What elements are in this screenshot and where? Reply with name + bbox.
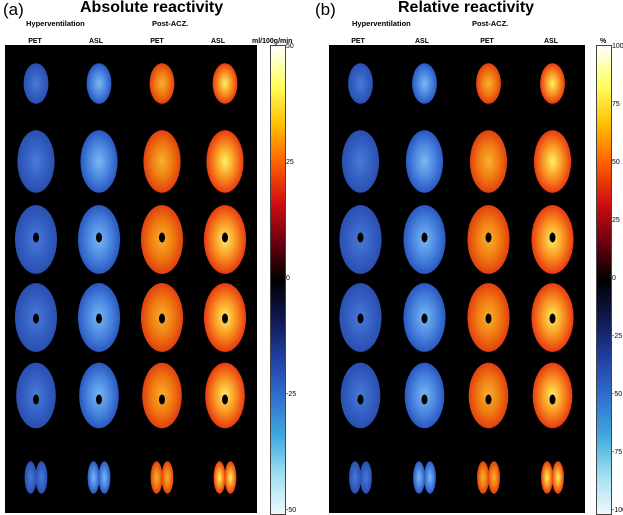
condition-label-hyperventilation: Hyperventilation [26,19,85,28]
brain-slice [521,123,584,200]
colorbar-tick-label: -75 [612,449,623,456]
colorbar-tick-label: 25 [612,217,620,224]
brain-slice [68,201,130,278]
brain-slice [521,279,584,356]
panel-relative-reactivity: (b) Relative reactivity Hyperventilation… [312,0,623,515]
brain-slice [393,123,456,200]
panel-title: Relative reactivity [398,0,535,16]
colorbar-tick-label: 50 [612,159,620,166]
brain-slice [457,45,520,122]
brain-slice [329,357,392,434]
colorbar-tick-label: 75 [612,101,620,108]
brain-slice [68,435,130,512]
brain-slice [329,279,392,356]
column-header: ASL [415,38,429,45]
brain-slice [194,279,256,356]
brain-slice [521,357,584,434]
brain-slice [393,201,456,278]
brain-slice [457,201,520,278]
colorbar-unit: ml/100g/min [252,38,293,45]
colorbar [596,45,612,515]
brain-slice [393,45,456,122]
colorbar [270,45,286,515]
brain-slice [457,279,520,356]
colorbar-tick-label: 100 [612,43,623,50]
brain-slice [131,45,193,122]
brain-slice [393,279,456,356]
brain-slice [5,201,67,278]
brain-slice [5,123,67,200]
brain-slice [68,279,130,356]
brain-slice [521,201,584,278]
panel-absolute-reactivity: (a) Absolute reactivity Hyperventilation… [3,0,297,515]
column-header: ASL [89,38,103,45]
brain-slice [68,123,130,200]
colorbar-tick-label: 50 [286,43,294,50]
brain-slice [5,357,67,434]
panel-tag: (b) [315,0,336,19]
colorbar-tick-label: -25 [286,391,297,398]
brain-slice [521,45,584,122]
colorbar-tick-label: -50 [286,507,297,514]
brain-slice [194,201,256,278]
brain-slice [5,279,67,356]
colorbar-tick-label: 0 [612,275,616,282]
brain-slice [131,279,193,356]
colorbar-tick-label: -50 [612,391,623,398]
brain-slice [194,45,256,122]
brain-slice [131,435,193,512]
brain-slice [329,201,392,278]
brain-slice [194,123,256,200]
brain-slice [329,435,392,512]
brain-slice [521,435,584,512]
condition-label-post-acz: Post-ACZ. [472,19,509,28]
colorbar-tick-label: 0 [286,275,290,282]
brain-slice [457,435,520,512]
column-header: PET [480,38,494,45]
column-header: PET [351,38,365,45]
brain-slice [329,45,392,122]
brain-slice [68,357,130,434]
brain-slice [5,45,67,122]
colorbar-tick-label: -100 [612,507,623,514]
brain-slice [329,123,392,200]
brain-slice [393,435,456,512]
brain-slice [194,435,256,512]
condition-label-hyperventilation: Hyperventilation [352,19,411,28]
column-header: ASL [211,38,225,45]
brain-slice-grid [5,45,257,513]
column-header: ASL [544,38,558,45]
brain-slice-grid [329,45,585,513]
column-header: PET [28,38,42,45]
colorbar-unit: % [600,38,607,45]
brain-slice [194,357,256,434]
column-header: PET [150,38,164,45]
brain-slice [131,201,193,278]
brain-slice [68,45,130,122]
panel-tag: (a) [3,0,24,19]
panel-title: Absolute reactivity [80,0,224,16]
brain-slice [457,123,520,200]
condition-label-post-acz: Post-ACZ. [152,19,189,28]
brain-slice [393,357,456,434]
brain-slice [131,357,193,434]
colorbar-tick-label: -25 [612,333,623,340]
brain-slice [131,123,193,200]
brain-slice [457,357,520,434]
colorbar-tick-label: 25 [286,159,294,166]
brain-slice [5,435,67,512]
